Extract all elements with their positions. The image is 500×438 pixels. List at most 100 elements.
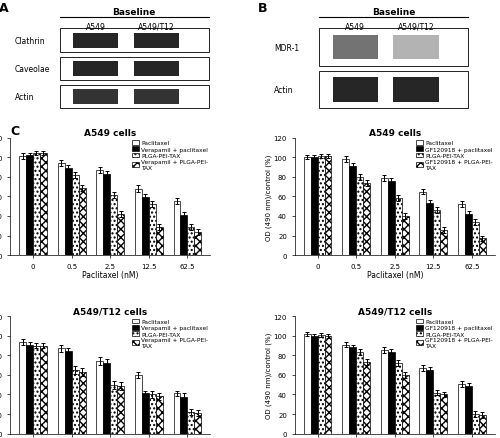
Bar [134, 61, 179, 77]
Bar [332, 36, 378, 60]
Bar [434, 211, 440, 255]
Bar [434, 392, 440, 434]
Bar [310, 158, 318, 255]
Bar [394, 36, 438, 60]
Bar [188, 412, 194, 434]
Text: A: A [0, 2, 8, 15]
Bar [440, 230, 448, 255]
Bar [174, 202, 180, 255]
Text: A549: A549 [86, 22, 106, 32]
Bar [60, 85, 208, 109]
Bar [342, 160, 349, 255]
Title: A549/T12 cells: A549/T12 cells [73, 307, 148, 316]
Text: B: B [258, 2, 268, 15]
Bar [96, 361, 103, 434]
Bar [420, 368, 426, 434]
Bar [304, 158, 310, 255]
Bar [388, 353, 395, 434]
Bar [472, 414, 479, 434]
Bar [363, 362, 370, 434]
Bar [40, 346, 47, 434]
Bar [142, 394, 149, 434]
Bar [318, 157, 324, 255]
Bar [479, 239, 486, 255]
Bar [465, 386, 472, 434]
Bar [19, 342, 26, 434]
Text: Baseline: Baseline [372, 8, 415, 17]
Bar [117, 386, 124, 434]
Bar [135, 375, 142, 434]
Bar [332, 78, 378, 102]
Bar [73, 61, 118, 77]
Bar [388, 181, 395, 255]
Bar [72, 176, 78, 255]
Bar [324, 157, 332, 255]
Bar [117, 215, 124, 255]
Bar [319, 71, 468, 109]
Bar [96, 170, 103, 255]
Bar [188, 227, 194, 255]
Bar [479, 415, 486, 434]
Bar [304, 334, 310, 434]
Bar [104, 174, 110, 255]
Text: Actin: Actin [274, 85, 293, 95]
Bar [72, 370, 78, 434]
Bar [156, 227, 162, 255]
X-axis label: Paclitaxel (nM): Paclitaxel (nM) [366, 271, 423, 279]
Bar [180, 215, 188, 255]
Text: A549/T12: A549/T12 [138, 22, 175, 32]
Bar [26, 345, 33, 434]
Bar [174, 394, 180, 434]
Bar [64, 169, 71, 255]
Bar [381, 178, 388, 255]
Bar [58, 349, 64, 434]
Text: A549: A549 [345, 22, 365, 32]
Bar [363, 183, 370, 255]
Bar [60, 57, 208, 81]
Bar [458, 205, 465, 255]
Bar [149, 205, 156, 255]
Text: MDR-1: MDR-1 [274, 44, 299, 53]
Text: Caveolae: Caveolae [14, 65, 50, 74]
Title: A549 cells: A549 cells [84, 129, 136, 138]
Bar [134, 33, 179, 49]
Bar [342, 345, 349, 434]
Text: Baseline: Baseline [112, 8, 156, 17]
Bar [33, 154, 40, 255]
Legend: Paclitaxel, Verapamil + paclitaxel, PLGA-PEI-TAX, Verapamil + PLGA-PEI-
TAX: Paclitaxel, Verapamil + paclitaxel, PLGA… [131, 318, 209, 350]
Bar [194, 232, 202, 255]
Bar [420, 192, 426, 255]
Text: A549/T12: A549/T12 [398, 22, 434, 32]
X-axis label: Paclitaxel (nM): Paclitaxel (nM) [82, 271, 138, 279]
Bar [110, 196, 117, 255]
Bar [426, 204, 434, 255]
Bar [349, 167, 356, 255]
Bar [40, 154, 47, 255]
Bar [465, 215, 472, 255]
Bar [134, 89, 179, 105]
Bar [110, 385, 117, 434]
Bar [60, 29, 208, 53]
Bar [458, 384, 465, 434]
Bar [381, 351, 388, 434]
Title: A549/T12 cells: A549/T12 cells [358, 307, 432, 316]
Bar [135, 189, 142, 255]
Bar [194, 413, 202, 434]
Bar [156, 396, 162, 434]
Bar [180, 398, 188, 434]
Bar [19, 157, 26, 255]
Bar [472, 223, 479, 255]
Y-axis label: OD (490 nm)/control (%): OD (490 nm)/control (%) [266, 154, 272, 240]
Bar [64, 352, 71, 434]
Bar [26, 156, 33, 255]
Bar [78, 188, 86, 255]
Text: C: C [10, 125, 19, 138]
Bar [78, 372, 86, 434]
Text: Actin: Actin [14, 92, 34, 102]
Legend: Paclitaxel, Verapamil + paclitaxel, PLGA-PEI-TAX, Verapamil + PLGA-PEI-
TAX: Paclitaxel, Verapamil + paclitaxel, PLGA… [131, 140, 209, 172]
Bar [440, 395, 448, 434]
Legend: Paclitaxel, GF120918 + paclitaxel, PLGA-PEI-TAX, GF120918 + PLGA-PEI-
TAX: Paclitaxel, GF120918 + paclitaxel, PLGA-… [415, 140, 494, 172]
Text: Clathrin: Clathrin [14, 37, 45, 46]
Bar [58, 164, 64, 255]
Bar [142, 198, 149, 255]
